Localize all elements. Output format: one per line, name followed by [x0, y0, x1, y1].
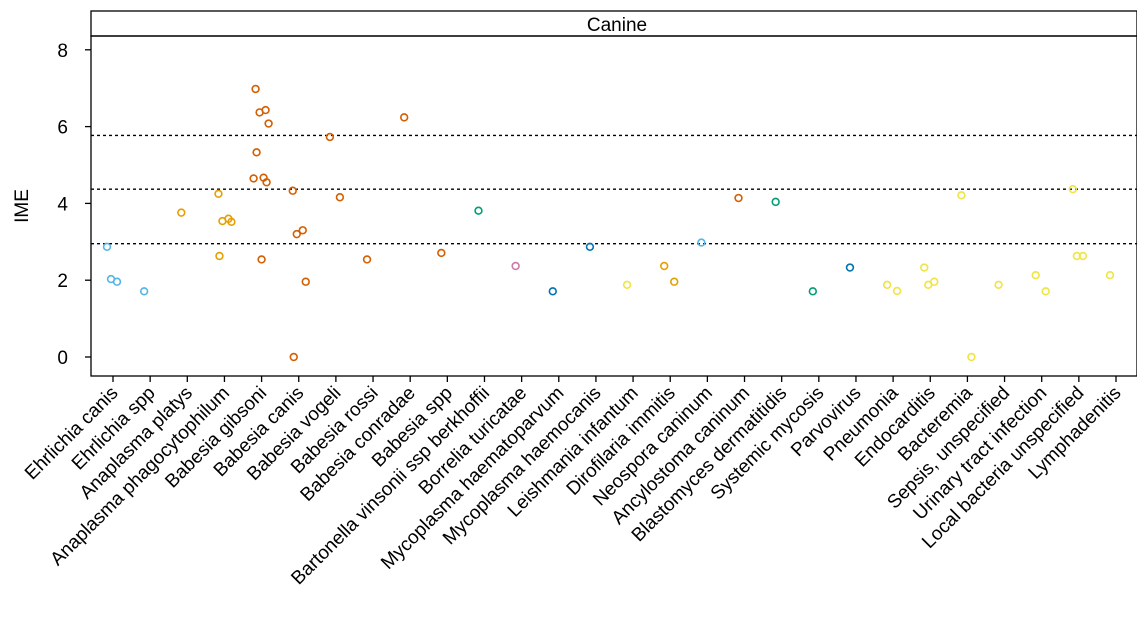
- data-point: [1068, 184, 1078, 194]
- panel-border: [90, 35, 1137, 377]
- data-point: [845, 263, 855, 272]
- data-point: [251, 84, 260, 94]
- data-point: [1041, 287, 1050, 296]
- data-point: [215, 251, 224, 261]
- data-point: [660, 261, 669, 271]
- y-tick-label: 0: [57, 348, 68, 369]
- data-point: [920, 263, 929, 272]
- data-point: [967, 352, 976, 362]
- data-point: [362, 255, 372, 264]
- data-point: [262, 178, 271, 187]
- data-point: [957, 191, 966, 200]
- y-tick-label: 6: [57, 118, 68, 139]
- data-point: [255, 108, 264, 117]
- data-point: [622, 280, 632, 290]
- data-point: [882, 280, 892, 290]
- data-point: [102, 242, 112, 251]
- data-point: [289, 352, 298, 362]
- data-point: [1078, 251, 1088, 261]
- data-point: [1072, 251, 1082, 261]
- data-point: [474, 206, 483, 215]
- data-point: [139, 287, 149, 296]
- data-point: [301, 277, 310, 286]
- data-point: [106, 274, 116, 284]
- data-point: [218, 216, 227, 226]
- data-point: [1105, 271, 1115, 280]
- y-axis: 0 2 4 6 8: [57, 41, 91, 369]
- data-point: [511, 261, 520, 271]
- data-point: [325, 132, 335, 142]
- data-point: [437, 248, 446, 258]
- data-point: [808, 287, 818, 296]
- y-tick-label: 4: [57, 194, 68, 215]
- data-point: [994, 280, 1003, 290]
- data-point: [264, 119, 273, 128]
- data-point: [177, 208, 186, 217]
- y-tick-label: 8: [57, 41, 68, 62]
- data-point: [335, 193, 345, 202]
- data-point: [292, 229, 301, 239]
- data-point: [670, 277, 679, 286]
- data-point: [585, 242, 595, 251]
- data-point: [214, 189, 223, 199]
- data-point: [548, 287, 557, 296]
- data-point: [288, 186, 297, 195]
- data-point: [734, 193, 743, 203]
- data-point: [892, 286, 902, 296]
- data-point: [399, 113, 409, 122]
- y-tick-label: 2: [57, 271, 68, 292]
- data-point: [257, 255, 266, 264]
- y-axis-title: IME: [12, 189, 33, 223]
- data-point: [924, 280, 933, 290]
- data-point: [771, 197, 780, 207]
- data-point: [249, 174, 258, 183]
- data-point: [1031, 271, 1040, 280]
- data-point: [298, 226, 307, 235]
- panel-title: Canine: [587, 15, 647, 36]
- reference-lines: [91, 134, 1137, 245]
- data-points: [102, 84, 1115, 362]
- data-point: [697, 238, 706, 247]
- data-point: [227, 217, 236, 227]
- data-point: [252, 148, 261, 157]
